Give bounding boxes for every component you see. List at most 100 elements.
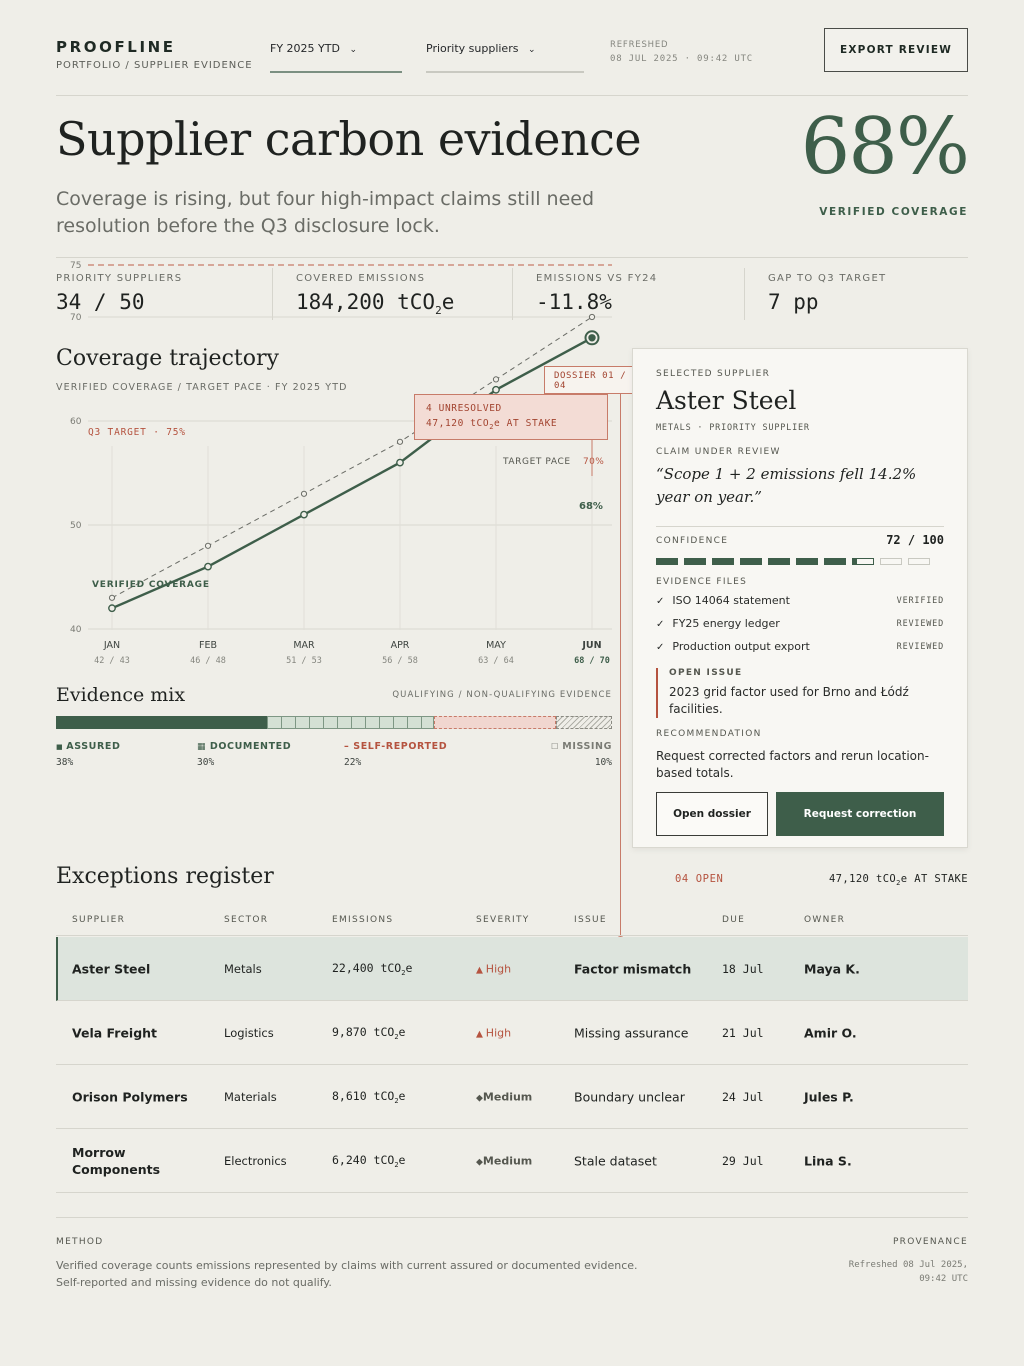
dossier-connector <box>620 394 621 940</box>
evidence-file-row[interactable]: ✓ FY25 energy ledger REVIEWED <box>656 617 944 630</box>
cell-sector: Logistics <box>224 1025 274 1040</box>
mix-label-self-reported: – SELF-REPORTED <box>344 741 447 752</box>
table-row[interactable]: Vela Freight Logistics 9,870 tCO2e ▲ High Mi… <box>56 1001 968 1065</box>
supplier-filter-select[interactable]: Priority suppliers ⌄ <box>426 42 584 73</box>
square-icon: ■ <box>56 743 67 751</box>
kpi-value-emissions-vs-fy24: -11.8% <box>536 290 612 314</box>
mix-label-documented-text: DOCUMENTED <box>209 741 292 752</box>
confidence-segment <box>656 558 678 565</box>
cell-severity: ▲ High <box>476 1026 511 1039</box>
table-row[interactable]: Aster Steel Metals 22,400 tCO2e ▲ High Facto… <box>56 937 968 1001</box>
open-issue-label: OPEN ISSUE <box>669 668 743 678</box>
provenance-line: Refreshed 08 Jul 2025, <box>848 1260 968 1270</box>
supplier-meta: METALS · PRIORITY SUPPLIER <box>656 423 810 433</box>
mix-label-documented: ▦ DOCUMENTED <box>197 741 291 752</box>
open-count: 04 OPEN <box>675 873 724 885</box>
evidence-file-row[interactable]: ✓ Production output export REVIEWED <box>656 640 944 653</box>
cell-supplier: Aster Steel <box>72 961 151 976</box>
evidence-file-row[interactable]: ✓ ISO 14064 statement VERIFIED <box>656 594 944 607</box>
cell-issue: Stale dataset <box>574 1153 657 1168</box>
request-correction-button[interactable]: Request correction <box>776 792 944 836</box>
register-title: Exceptions register <box>56 864 274 889</box>
provenance-text: Refreshed 08 Jul 2025, 09:42 UTC <box>849 1258 968 1286</box>
subscript-two: 2 <box>394 1032 399 1041</box>
card-eyebrow: SELECTED SUPPLIER <box>656 369 771 379</box>
column-header-issue[interactable]: ISSUE <box>574 915 607 925</box>
cell-issue: Missing assurance <box>574 1025 689 1040</box>
table-row[interactable]: Morrow Components Electronics 6,240 tCO2e ◆… <box>56 1129 968 1193</box>
callout-at-stake-b: e AT STAKE <box>494 418 558 429</box>
cell-severity: ◆Medium <box>476 1154 532 1167</box>
cell-sector: Materials <box>224 1089 277 1104</box>
provenance-line: 09:42 UTC <box>919 1274 968 1284</box>
column-header-sector[interactable]: SECTOR <box>224 915 269 925</box>
verified-coverage-point[interactable] <box>396 458 404 467</box>
kpi-value-covered-emissions: 184,200 tCO2e <box>296 290 454 317</box>
target-pace-points <box>108 313 596 601</box>
verified-coverage-point[interactable] <box>204 562 212 571</box>
verified-coverage-label: VERIFIED COVERAGE <box>819 206 968 218</box>
evidence-file-name: FY25 energy ledger <box>672 617 780 630</box>
card-divider <box>656 526 944 527</box>
subscript-two: 2 <box>896 879 901 888</box>
column-header-supplier[interactable]: SUPPLIER <box>72 915 126 925</box>
provenance-label: PROVENANCE <box>892 1237 968 1247</box>
confidence-segment <box>908 558 930 565</box>
open-dossier-button[interactable]: Open dossier <box>656 792 768 836</box>
check-icon: ✓ <box>656 619 665 630</box>
confidence-segment <box>880 558 902 565</box>
column-header-owner[interactable]: OWNER <box>804 915 846 925</box>
segment-documented <box>267 716 435 729</box>
unit-suffix: e <box>405 960 413 975</box>
evidence-mix-legend: QUALIFYING / NON-QUALIFYING EVIDENCE <box>392 690 612 700</box>
confidence-segment <box>712 558 734 565</box>
column-header-emissions[interactable]: EMISSIONS <box>332 915 394 925</box>
x-tick-label: APR <box>391 640 410 651</box>
target-pace-point <box>300 490 308 497</box>
verified-coverage-point[interactable] <box>300 510 308 519</box>
x-tick-label: MAR <box>293 640 315 651</box>
header-divider <box>56 95 968 96</box>
segment-missing <box>556 716 612 729</box>
confidence-segment <box>824 558 846 565</box>
subscript-two: 2 <box>394 1096 399 1105</box>
verified-coverage-point[interactable] <box>588 334 596 342</box>
coverage-end-label: 68% <box>579 501 603 512</box>
chevron-down-icon: ⌄ <box>349 45 357 55</box>
method-label: METHOD <box>56 1237 104 1247</box>
severity-label: High <box>485 962 512 975</box>
cell-due: 18 Jul <box>722 961 764 976</box>
x-tick-sublabel: 42 / 43 <box>94 656 130 666</box>
subscript-two: 2 <box>394 1160 399 1169</box>
subscript-two: 2 <box>489 422 495 431</box>
coverage-chart: 40 50 60 70 75 Q3 TARGET · 75% JAN 42 / 43 FEB… <box>70 261 612 666</box>
verified-coverage-points <box>108 330 600 613</box>
table-row[interactable]: Orison Polymers Materials 8,610 tCO2e ◆Medi… <box>56 1065 968 1129</box>
export-review-button[interactable]: EXPORT REVIEW <box>824 28 968 72</box>
period-select[interactable]: FY 2025 YTD ⌄ <box>270 42 402 73</box>
supplier-name: Aster Steel <box>656 386 797 415</box>
cell-issue: Boundary unclear <box>574 1089 685 1104</box>
trajectory-subtitle: VERIFIED COVERAGE / TARGET PACE · FY 202… <box>56 382 348 393</box>
emissions-value: 9,870 tCO <box>332 1024 395 1039</box>
target-pace-label: TARGET PACE <box>502 457 571 467</box>
register-at-stake: 47,120 tCO2e AT STAKE <box>829 873 968 887</box>
cell-severity: ◆Medium <box>476 1090 532 1103</box>
mix-label-assured-text: ASSURED <box>66 741 121 752</box>
verified-coverage-point[interactable] <box>108 604 116 613</box>
refreshed-timestamp: 08 JUL 2025 · 09:42 UTC <box>610 54 754 64</box>
column-header-severity[interactable]: SEVERITY <box>476 915 530 925</box>
evidence-mix-bar <box>56 716 612 729</box>
brand-logo[interactable]: PROOFLINE <box>56 38 176 56</box>
callout-at-stake-a: 47,120 tCO <box>426 418 490 429</box>
target-pace-point <box>492 376 500 383</box>
verified-coverage-point[interactable] <box>492 385 500 394</box>
cell-sector: Metals <box>224 961 262 976</box>
emissions-value: 22,400 tCO <box>332 960 402 975</box>
evidence-file-status: REVIEWED <box>896 619 944 629</box>
kpi-covered-emissions-number: 184,200 tCO <box>296 290 436 314</box>
unit-suffix: e <box>398 1088 406 1103</box>
kpi-value-priority-suppliers: 34 / 50 <box>56 290 145 314</box>
column-header-due[interactable]: DUE <box>722 915 746 925</box>
confidence-segment <box>684 558 706 565</box>
